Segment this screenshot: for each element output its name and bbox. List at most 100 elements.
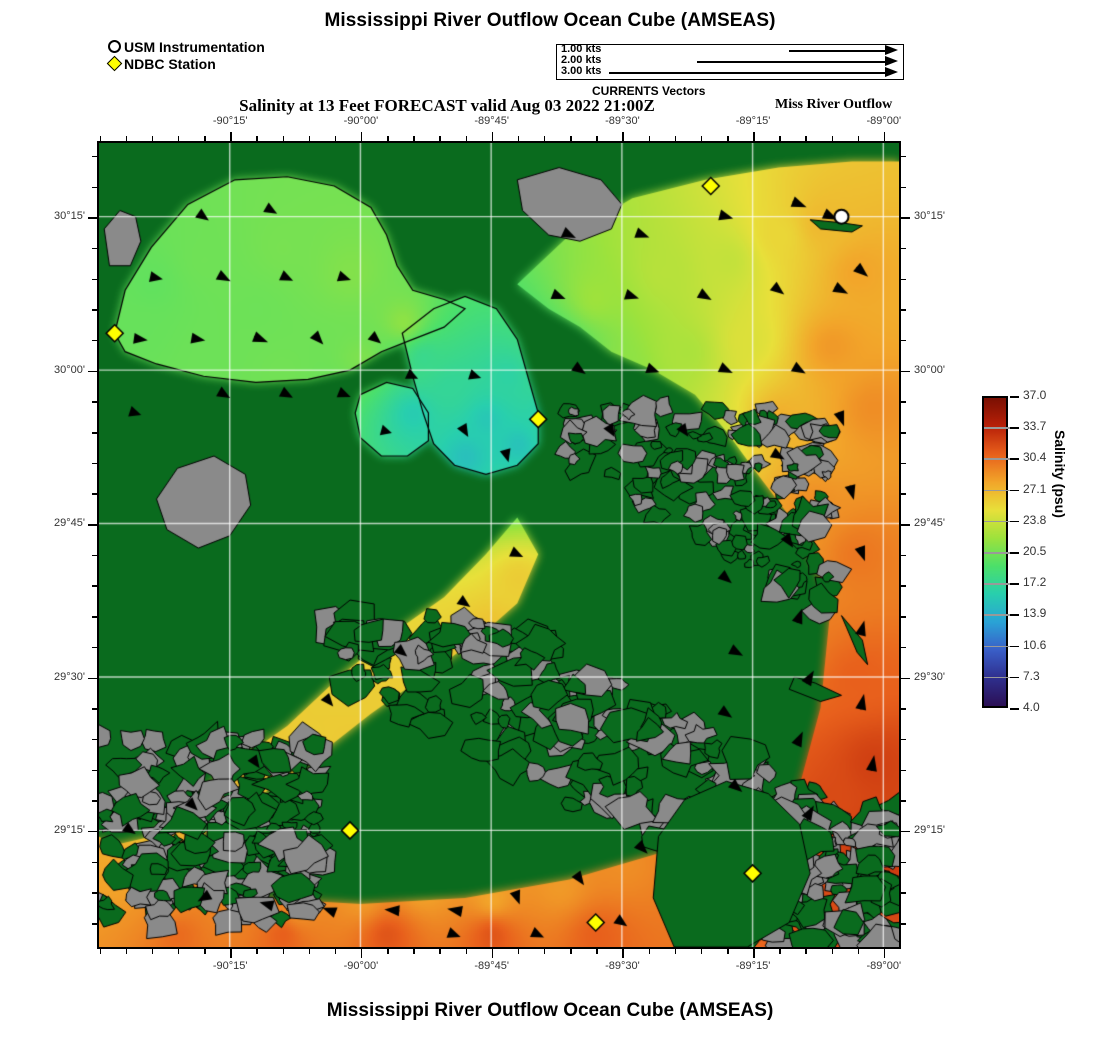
y-minor-tick bbox=[901, 462, 906, 465]
x-axis-label: -89°00' bbox=[866, 115, 902, 127]
vector-shaft-2 bbox=[697, 61, 887, 63]
x-minor-tick bbox=[805, 136, 807, 141]
vector-legend-label-3: 3.00 kts bbox=[561, 65, 602, 77]
x-minor-tick bbox=[831, 949, 833, 954]
y-major-tick bbox=[88, 370, 97, 373]
x-minor-tick bbox=[857, 136, 860, 141]
colorbar-tick-label: 7.3 bbox=[1023, 668, 1040, 683]
x-axis-label: -89°00' bbox=[866, 960, 902, 972]
colorbar-tick bbox=[1010, 489, 1019, 492]
colorbar-title: Salinity (psu) bbox=[1052, 430, 1068, 518]
salinity-map-canvas bbox=[99, 143, 899, 947]
x-minor-tick bbox=[700, 136, 703, 141]
colorbar-tick bbox=[1010, 396, 1019, 398]
marker-legend: USM Instrumentation NDBC Station bbox=[106, 38, 265, 72]
y-minor-tick bbox=[92, 186, 97, 188]
y-axis-label: 30°00' bbox=[914, 363, 945, 376]
y-minor-tick bbox=[901, 401, 906, 403]
x-minor-tick bbox=[177, 949, 180, 954]
x-minor-tick bbox=[308, 949, 311, 954]
x-major-tick bbox=[230, 949, 232, 958]
map-plot-area[interactable] bbox=[97, 141, 901, 949]
y-minor-tick bbox=[92, 462, 97, 465]
y-minor-tick bbox=[901, 861, 906, 864]
x-minor-tick bbox=[413, 949, 415, 954]
y-major-tick bbox=[88, 830, 97, 833]
x-major-tick bbox=[753, 949, 755, 958]
y-axis-label: 30°15' bbox=[914, 210, 945, 223]
colorbar-band-separator bbox=[984, 427, 1010, 429]
x-minor-tick bbox=[256, 949, 258, 954]
x-minor-tick bbox=[570, 949, 572, 954]
colorbar-tick-label: 23.8 bbox=[1023, 512, 1047, 527]
x-minor-tick bbox=[177, 136, 180, 141]
y-minor-tick bbox=[92, 247, 97, 250]
x-major-tick bbox=[622, 949, 624, 958]
x-axis-label: -89°45' bbox=[474, 115, 509, 127]
y-minor-tick bbox=[901, 585, 906, 587]
y-minor-tick bbox=[92, 554, 97, 557]
y-minor-tick bbox=[92, 309, 97, 311]
y-minor-tick bbox=[92, 769, 97, 771]
x-minor-tick bbox=[596, 949, 598, 954]
x-minor-tick bbox=[700, 949, 703, 954]
y-major-tick bbox=[901, 370, 910, 373]
x-minor-tick bbox=[439, 949, 441, 954]
y-minor-tick bbox=[92, 278, 97, 280]
vector-arrowhead-1 bbox=[885, 45, 898, 55]
colorbar-tick bbox=[1010, 552, 1019, 554]
colorbar-tick-label: 37.0 bbox=[1023, 388, 1047, 402]
colorbar-band-separator bbox=[984, 645, 1010, 648]
y-minor-tick bbox=[901, 247, 906, 250]
x-minor-tick bbox=[125, 949, 128, 954]
y-minor-tick bbox=[901, 646, 906, 649]
colorbar-tick bbox=[1010, 427, 1019, 429]
y-minor-tick bbox=[92, 923, 97, 925]
x-major-tick bbox=[753, 132, 755, 141]
x-axis-label: -90°00' bbox=[343, 960, 379, 972]
y-minor-tick bbox=[901, 616, 906, 618]
colorbar-tick bbox=[1010, 520, 1019, 523]
colorbar-tick bbox=[1010, 708, 1019, 710]
y-major-tick bbox=[88, 677, 97, 679]
y-minor-tick bbox=[92, 800, 97, 802]
colorbar-tick-label: 4.0 bbox=[1023, 700, 1040, 714]
x-minor-tick bbox=[387, 949, 389, 954]
x-major-tick bbox=[491, 949, 494, 958]
x-minor-tick bbox=[779, 949, 781, 954]
vector-arrowhead-3 bbox=[885, 67, 898, 77]
colorbar-band-separator bbox=[984, 583, 1010, 585]
colorbar-band-separator bbox=[984, 458, 1010, 460]
colorbar-tick-label: 27.1 bbox=[1023, 481, 1047, 496]
y-minor-tick bbox=[901, 708, 906, 710]
x-minor-tick bbox=[99, 949, 101, 954]
x-minor-tick bbox=[857, 949, 860, 954]
x-minor-tick bbox=[465, 949, 467, 954]
x-minor-tick bbox=[517, 136, 520, 141]
x-major-tick bbox=[491, 132, 494, 141]
legend-label-ndbc: NDBC Station bbox=[124, 55, 216, 72]
y-axis-label: 30°15' bbox=[54, 210, 85, 223]
x-minor-tick bbox=[439, 136, 441, 141]
vector-legend-caption: CURRENTS Vectors bbox=[592, 84, 706, 98]
colorbar-tick-label: 20.5 bbox=[1023, 544, 1047, 558]
y-minor-tick bbox=[901, 339, 906, 342]
vector-legend-row-1: 1.00 kts bbox=[557, 44, 903, 56]
y-minor-tick bbox=[901, 738, 906, 741]
y-minor-tick bbox=[92, 708, 97, 710]
colorbar-tick-label: 30.4 bbox=[1023, 450, 1047, 465]
y-minor-tick bbox=[901, 554, 906, 557]
vector-arrowhead-2 bbox=[885, 56, 898, 66]
x-major-tick bbox=[360, 949, 363, 958]
y-axis-label: 29°45' bbox=[914, 517, 945, 529]
page-title: Mississippi River Outflow Ocean Cube (AM… bbox=[324, 10, 776, 31]
x-minor-tick bbox=[334, 136, 337, 141]
vector-shaft-1 bbox=[789, 50, 887, 52]
x-minor-tick bbox=[256, 136, 258, 141]
y-axis-label: 29°30' bbox=[914, 670, 945, 683]
legend-item-usm: USM Instrumentation bbox=[108, 38, 265, 55]
x-minor-tick bbox=[413, 136, 415, 141]
y-minor-tick bbox=[901, 432, 906, 434]
y-minor-tick bbox=[92, 401, 97, 403]
y-axis-label: 29°30' bbox=[54, 670, 85, 683]
